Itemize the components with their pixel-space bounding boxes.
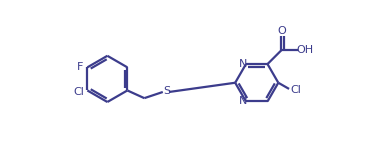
Text: O: O bbox=[277, 26, 286, 36]
Text: N: N bbox=[239, 96, 247, 106]
Text: N: N bbox=[239, 59, 247, 69]
Text: F: F bbox=[77, 62, 83, 72]
Text: OH: OH bbox=[297, 45, 314, 55]
Text: Cl: Cl bbox=[290, 85, 302, 95]
Text: Cl: Cl bbox=[73, 87, 84, 97]
Text: S: S bbox=[163, 86, 170, 96]
